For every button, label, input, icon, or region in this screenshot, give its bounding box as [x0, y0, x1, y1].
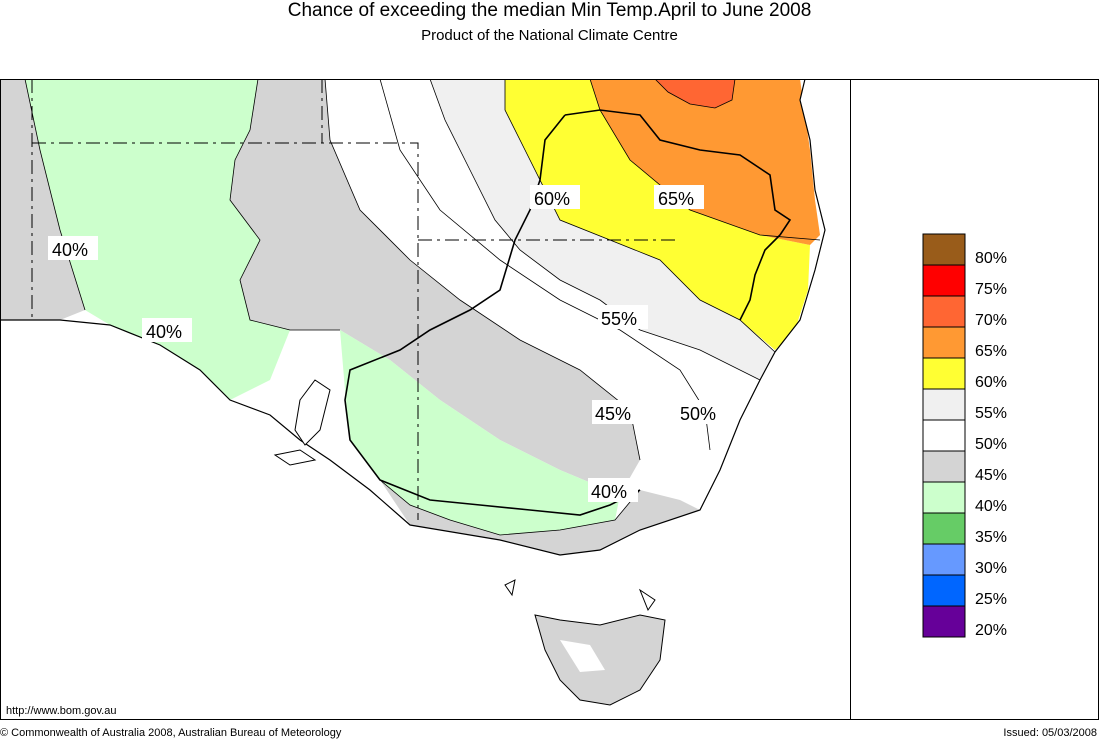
legend-swatch	[922, 605, 966, 638]
source-url[interactable]: http://www.bom.gov.au	[6, 705, 117, 717]
legend-swatch	[922, 388, 966, 421]
zone-40-west	[25, 79, 290, 400]
legend-swatch	[922, 574, 966, 607]
map-label-3: 60%	[534, 189, 570, 209]
legend-label: 25%	[975, 591, 1007, 608]
probability-map: 40% 40% 60% 65% 55% 45% 50% 40%	[0, 79, 850, 720]
zone-45-west	[230, 79, 640, 495]
legend: 80% 75% 70% 65% 60% 55% 50% 45% 40% 35% 30% 25% 20%	[922, 233, 1007, 639]
coastline	[0, 79, 826, 556]
map-title: Chance of exceeding the median Min Temp.…	[287, 0, 812, 21]
ocean	[0, 79, 850, 720]
zone-60	[505, 79, 810, 350]
legend-swatch	[922, 543, 966, 576]
legend-label: 65%	[975, 343, 1007, 360]
legend-swatch	[922, 295, 966, 328]
legend-label: 35%	[975, 529, 1007, 546]
map-label-8: 40%	[591, 482, 627, 502]
zone-65	[590, 79, 820, 245]
legend-label: 80%	[975, 250, 1007, 267]
legend-swatch	[922, 264, 966, 297]
legend-swatch	[922, 419, 966, 452]
legend-label: 50%	[975, 436, 1007, 453]
map-subtitle: Product of the National Climate Centre	[421, 27, 678, 44]
legend-swatch	[922, 481, 966, 514]
zone-45-south	[380, 480, 700, 555]
copyright: © Commonwealth of Australia 2008, Austra…	[0, 727, 342, 739]
state-borders	[344, 109, 792, 516]
legend-label: 55%	[975, 405, 1007, 422]
map-label-2: 40%	[146, 322, 182, 342]
legend-label: 30%	[975, 560, 1007, 577]
map-labels: 40% 40% 60% 65% 55% 45% 50% 40%	[48, 185, 727, 502]
map-label-4: 65%	[658, 189, 694, 209]
legend-label: 20%	[975, 622, 1007, 639]
legend-label: 75%	[975, 281, 1007, 298]
legend-label: 45%	[975, 467, 1007, 484]
zone-40-south	[340, 330, 620, 535]
zone-70	[655, 79, 735, 108]
map-frame: 40% 40% 60% 65% 55% 45% 50% 40% 80% 75% 70…	[0, 79, 1099, 720]
map-label-1: 40%	[52, 240, 88, 260]
map-label-5: 55%	[601, 309, 637, 329]
legend-swatch	[922, 233, 966, 266]
legend-swatch	[922, 450, 966, 483]
state-borders-dashed	[31, 79, 680, 520]
legend-swatch	[922, 326, 966, 359]
issued-date: Issued: 05/03/2008	[1003, 727, 1097, 739]
zone-55	[430, 79, 775, 380]
legend-label: 70%	[975, 312, 1007, 329]
legend-label: 40%	[975, 498, 1007, 515]
legend-swatch	[922, 357, 966, 390]
map-label-7: 50%	[680, 404, 716, 424]
map-label-6: 45%	[595, 404, 631, 424]
legend-label: 60%	[975, 374, 1007, 391]
legend-swatch	[922, 512, 966, 545]
